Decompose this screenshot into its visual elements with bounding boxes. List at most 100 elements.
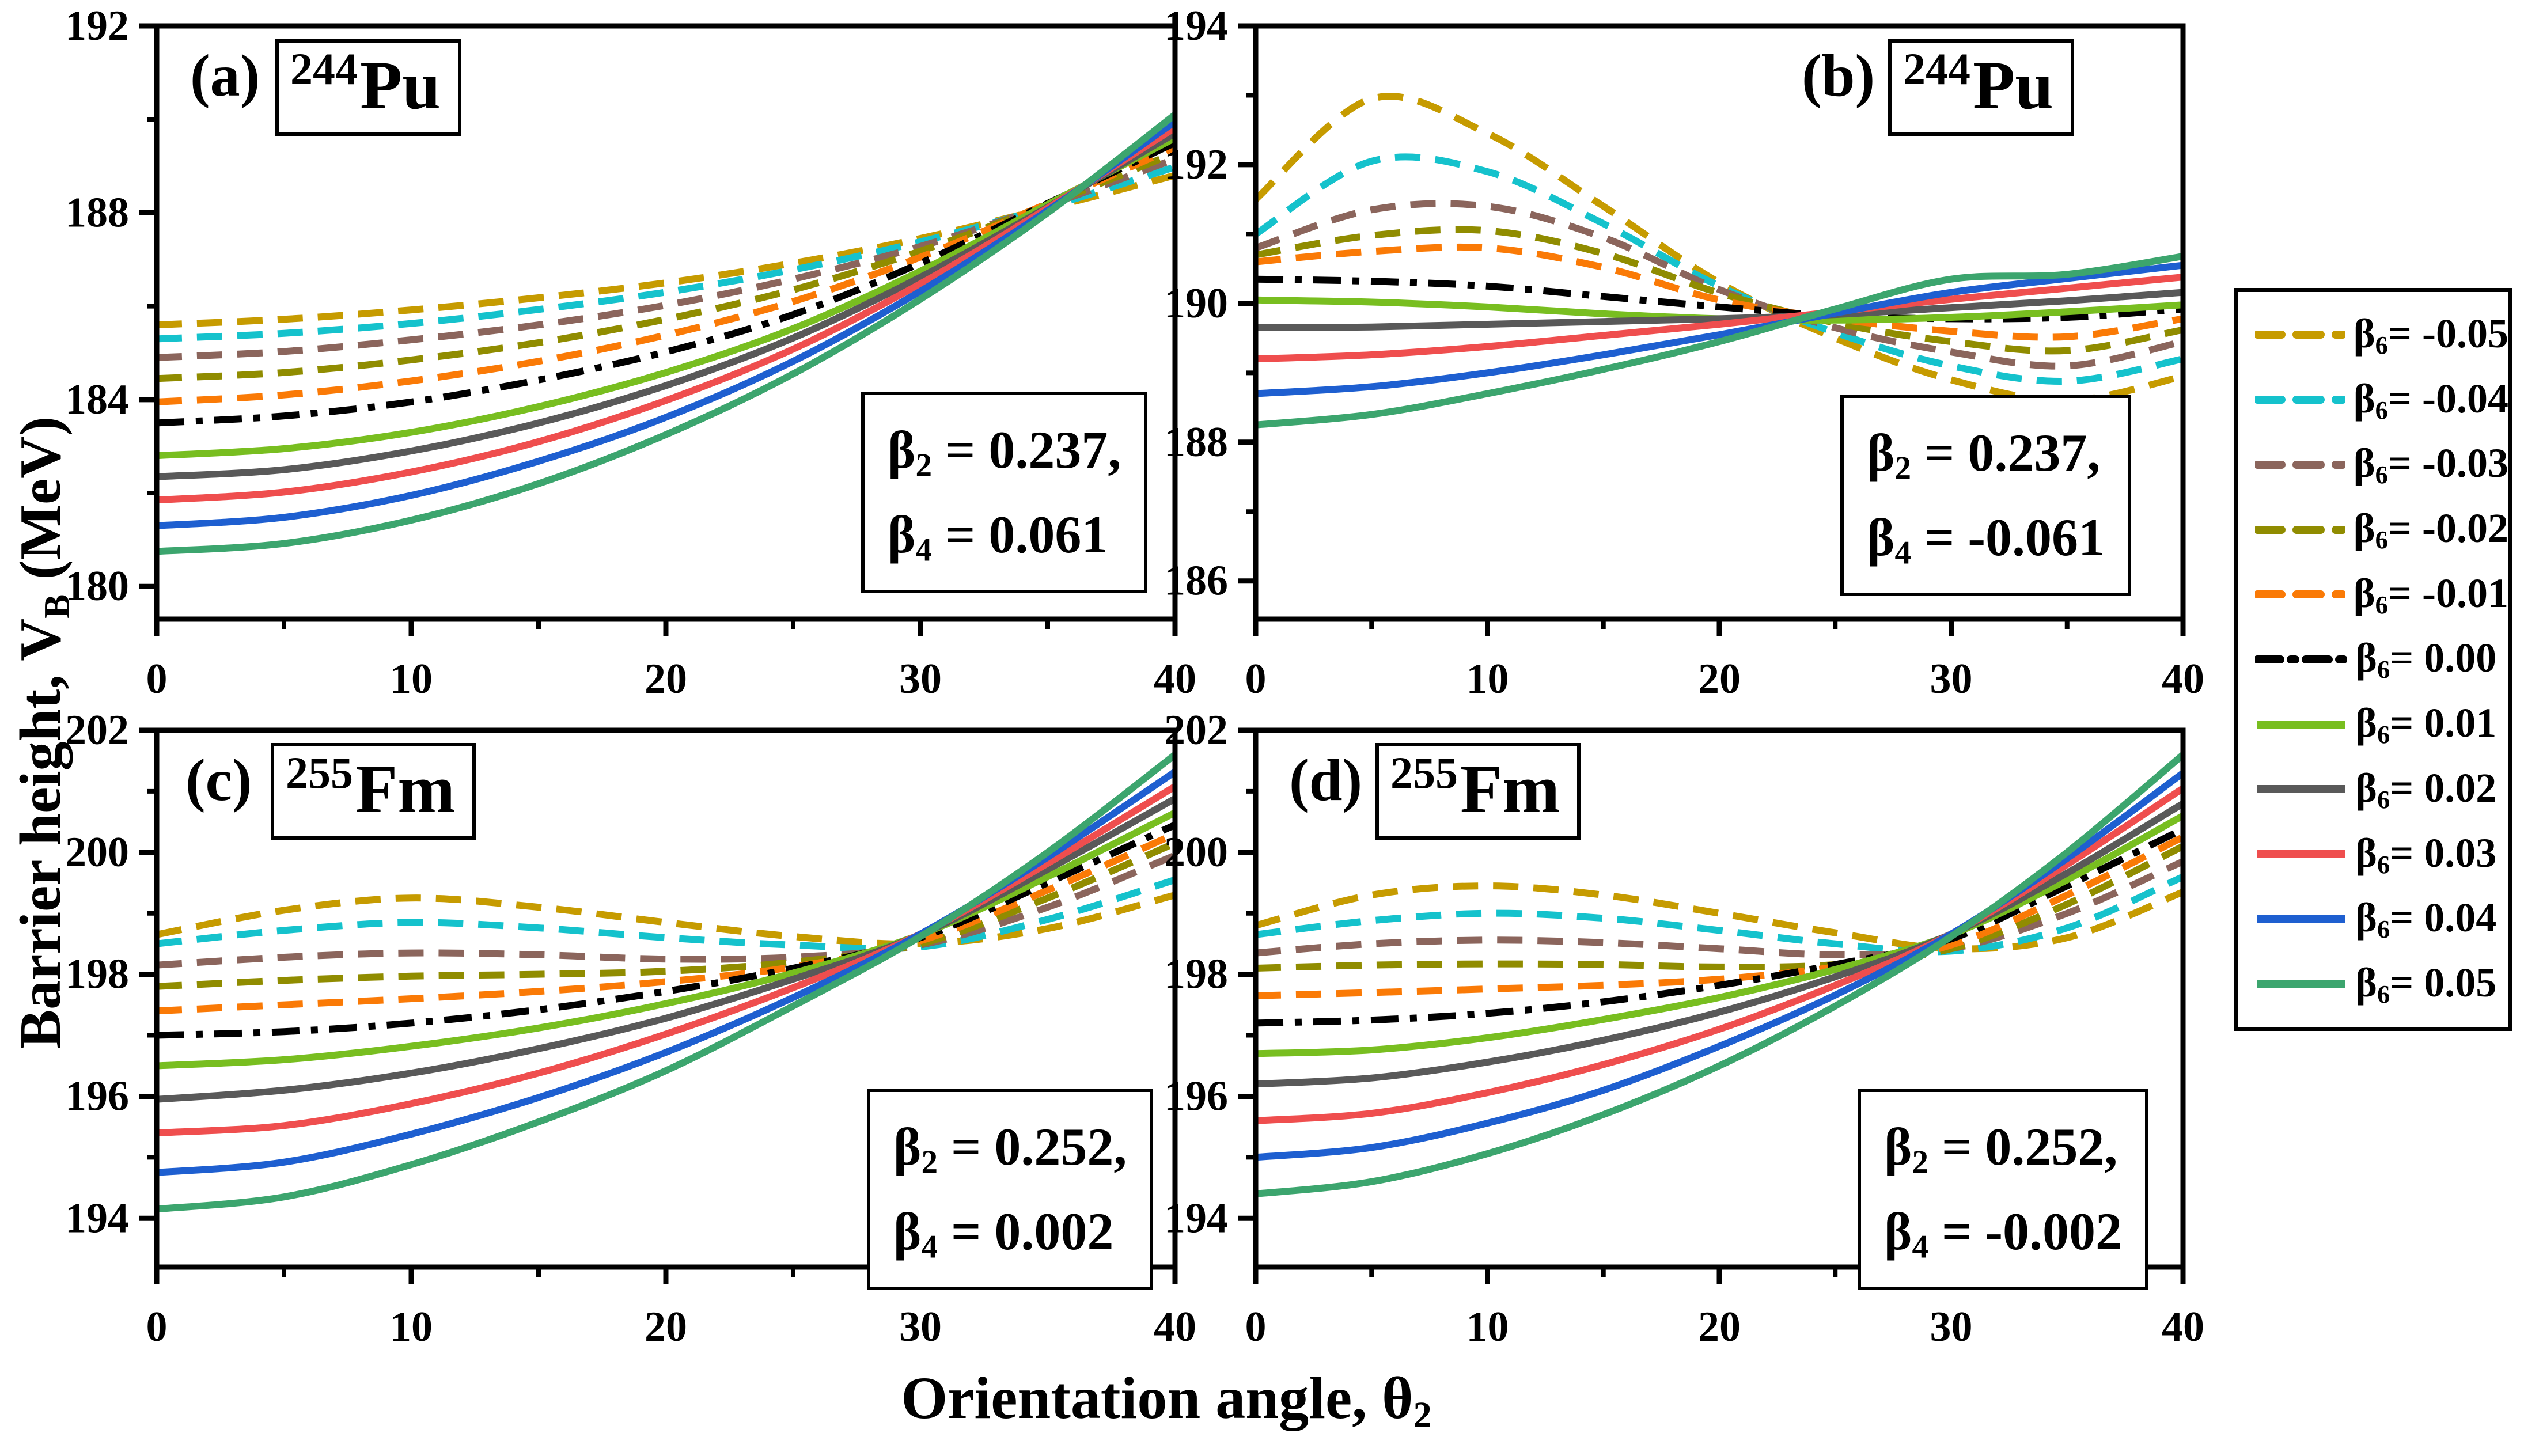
series-line-beta6-0.02 — [156, 795, 1177, 1103]
legend-line-sample-icon — [2255, 331, 2345, 339]
legend-item-beta6-0.02: β6= 0.02 — [2255, 764, 2508, 814]
legend-line-sample-icon — [2257, 720, 2345, 729]
y-axis-title: Barrier height, VB (MeV) — [8, 416, 77, 1049]
nuclide-symbol: Pu — [360, 47, 441, 123]
legend-line-sample-icon — [2255, 525, 2345, 534]
plot-frame — [154, 727, 1178, 1270]
legend-item-label: β6= -0.03 — [2353, 440, 2508, 490]
x-tick-label: 10 — [390, 655, 433, 703]
y-tick-label: 198 — [65, 951, 129, 998]
legend-line-sample-icon — [2257, 915, 2345, 923]
panel-b-label: (b) — [1802, 43, 1875, 109]
panel-a-label: (a) — [190, 43, 260, 109]
panel-d-nuclide-badge: 255Fm — [1375, 743, 1581, 840]
annotation-line: β2 = 0.237, — [1867, 423, 2101, 487]
x-tick-label: 20 — [1698, 1303, 1741, 1351]
legend-item-beta6-0.04: β6= 0.04 — [2255, 894, 2508, 944]
series-line-beta6--0.05 — [156, 172, 1176, 329]
nuclide-symbol: Fm — [1460, 750, 1560, 827]
x-tick-label: 40 — [2162, 1303, 2204, 1351]
panel-c-label: (c) — [185, 747, 252, 813]
nuclide-symbol: Fm — [355, 750, 456, 827]
series-line-beta6-0.05 — [156, 112, 1177, 555]
series-line-beta6--0.04 — [156, 164, 1176, 343]
series-line-beta6-0.05 — [1255, 752, 2185, 1197]
annotation-line: β4 = -0.061 — [1867, 508, 2105, 571]
legend-line-sample-icon — [2257, 980, 2345, 988]
panel-b: 186 188 190 192 194 0 10 20 30 40 — [1164, 2, 2204, 703]
legend-item-beta6-0.03: β6= 0.03 — [2255, 829, 2508, 879]
series-line-beta6--0.01 — [156, 144, 1177, 405]
x-tick-label: 0 — [1245, 1303, 1267, 1351]
x-tick-label: 20 — [645, 655, 687, 703]
series-line-beta6--0.02 — [1255, 843, 2185, 972]
series-line-beta6--0.02 — [156, 150, 1177, 382]
panel-a-nuclide-badge: 244Pu — [275, 39, 462, 136]
annotation-line: β2 = 0.252, — [1884, 1117, 2118, 1181]
y-tick-label: 186 — [1164, 558, 1228, 605]
legend-item-label: β6= 0.02 — [2355, 764, 2497, 814]
series-line-beta6-0.05 — [1255, 253, 2184, 429]
legend-item-label: β6= 0.01 — [2355, 700, 2497, 749]
y-tick-label: 194 — [1164, 2, 1228, 50]
legend-item-beta6--0.04: β6= -0.04 — [2255, 375, 2508, 425]
y-tick-label: 180 — [65, 563, 129, 610]
panel-b-annotation-box: β2 = 0.237, β4 = -0.061 — [1840, 395, 2132, 597]
x-tick-label: 10 — [1466, 655, 1509, 703]
series-line-beta6--0.05 — [156, 892, 1176, 948]
legend-line-sample-icon — [2257, 850, 2345, 859]
legend-item-label: β6= 0.00 — [2355, 635, 2497, 684]
series-line-beta6--0.01 — [1255, 243, 2184, 341]
series-line-beta6-0.03 — [156, 783, 1177, 1136]
y-tick-label: 188 — [65, 189, 129, 236]
annotation-line: β4 = 0.002 — [893, 1202, 1114, 1265]
series-line-beta6--0.02 — [156, 840, 1177, 990]
x-tick-label: 0 — [146, 655, 168, 703]
legend-line-sample-icon — [2255, 655, 2347, 663]
nuclide-symbol: Pu — [1973, 47, 2054, 123]
legend-item-label: β6= -0.05 — [2353, 310, 2508, 359]
theta-symbol: θ — [1382, 1365, 1413, 1431]
series-line-beta6-0.01 — [156, 135, 1177, 460]
panel-d-annotation-box: β2 = 0.252, β4 = -0.002 — [1858, 1089, 2149, 1291]
y-tick-label: 184 — [65, 376, 129, 423]
legend-line-sample-icon — [2255, 460, 2345, 469]
series-line-beta6-0.00 — [156, 821, 1177, 1039]
series-line-beta6-0.01 — [156, 809, 1177, 1070]
y-tick-label: 200 — [65, 829, 129, 876]
series-line-beta6-0.05 — [156, 752, 1177, 1213]
legend-item-beta6-0.01: β6= 0.01 — [2255, 699, 2508, 749]
y-tick-label: 198 — [1164, 951, 1228, 998]
y-tick-label: 196 — [1164, 1072, 1228, 1120]
y-tick-label: 194 — [65, 1195, 129, 1242]
series-line-beta6-0.00 — [1255, 826, 2185, 1027]
x-tick-label: 20 — [1698, 655, 1741, 703]
nuclide-mass: 255 — [286, 748, 353, 798]
legend-item-beta6-0.00: β6= 0.00 — [2255, 634, 2508, 684]
series-line-beta6-0.02 — [1255, 289, 2184, 331]
nuclide-mass: 244 — [1903, 44, 1970, 94]
series-line-beta6-0.01 — [1255, 813, 2185, 1057]
x-tick-label: 30 — [1930, 1303, 1973, 1351]
legend-item-beta6-0.05: β6= 0.05 — [2255, 959, 2508, 1009]
y-tick-label: 194 — [1164, 1195, 1228, 1242]
y-tick-label: 200 — [1164, 829, 1228, 876]
series-line-beta6--0.04 — [1255, 873, 2185, 955]
panel-a: 180 184 188 192 0 10 20 30 40 — [65, 2, 1196, 703]
panel-b-nuclide-badge: 244Pu — [1888, 39, 2075, 136]
x-tick-label: 20 — [645, 1303, 687, 1351]
panel-a-annotation-box: β2 = 0.237, β4 = 0.061 — [861, 392, 1148, 594]
legend-item-label: β6= -0.01 — [2353, 570, 2508, 619]
y-tick-label: 188 — [1164, 419, 1228, 466]
y-tick-label: 196 — [65, 1072, 129, 1120]
annotation-line: β2 = 0.252, — [893, 1117, 1127, 1181]
x-tick-label: 0 — [1245, 655, 1267, 703]
series-line-beta6--0.04 — [1253, 153, 2184, 385]
legend-item-label: β6= 0.03 — [2355, 829, 2497, 879]
legend-item-label: β6= 0.04 — [2355, 894, 2497, 944]
x-axis-title: Orientation angle, θ2 — [901, 1365, 1432, 1436]
series-line-beta6-0.00 — [1255, 275, 2184, 323]
panel-d-label: (d) — [1289, 747, 1363, 813]
plot-frame — [1253, 23, 2186, 622]
